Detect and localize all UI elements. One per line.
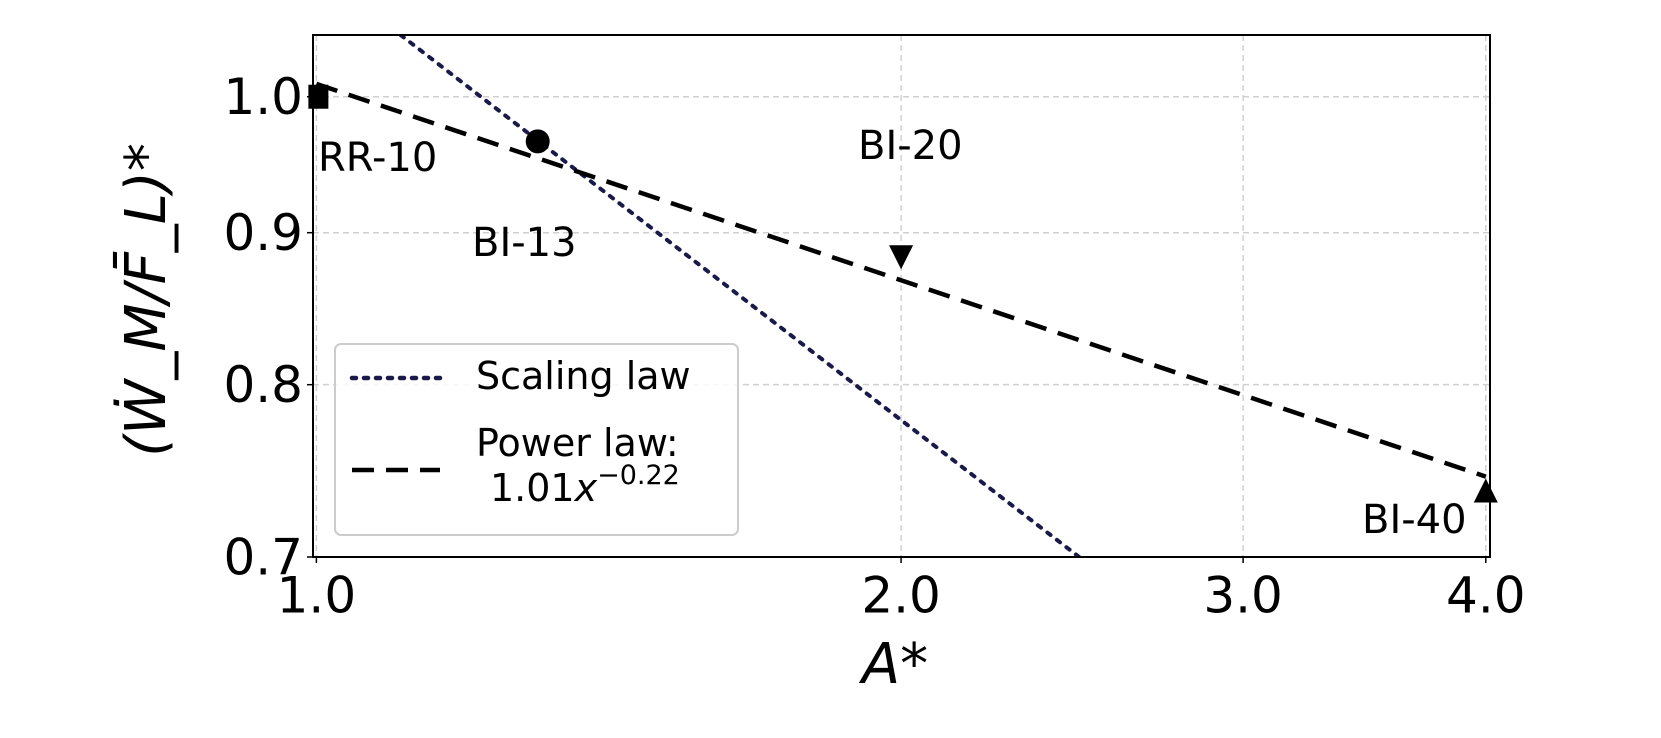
x-tick-label: 3.0 (1203, 567, 1283, 625)
legend-box (334, 343, 739, 536)
marker-triangle-up (1473, 478, 1498, 503)
x-axis-label: A* (859, 632, 928, 697)
y-tick-label: 0.9 (223, 204, 303, 262)
point-label: BI-20 (858, 123, 963, 169)
y-tick-label: 0.7 (223, 529, 303, 587)
point-label: BI-13 (472, 220, 577, 266)
plot-lines (315, 35, 1487, 557)
y-tick-label: 0.8 (223, 356, 303, 414)
line-series (398, 35, 1082, 557)
x-tick-label: 4.0 (1446, 567, 1526, 625)
point-label: BI-40 (1362, 497, 1467, 543)
point-label: RR-10 (318, 135, 437, 181)
plot-frame (312, 34, 1491, 558)
marker-triangle-down (889, 245, 914, 270)
x-tick-label: 1.0 (277, 567, 357, 625)
y-axis-label: (Ẇ_M/F̄_L)* (114, 143, 179, 457)
line-series (315, 81, 1487, 479)
marker-square (308, 84, 329, 109)
marker-circle (525, 129, 550, 154)
legend-label: Scaling law (476, 354, 691, 398)
legend-label: Power law: 1.01x−0.22 (476, 421, 680, 510)
x-tick-label: 2.0 (861, 567, 941, 625)
y-tick-label: 1.0 (223, 68, 303, 126)
